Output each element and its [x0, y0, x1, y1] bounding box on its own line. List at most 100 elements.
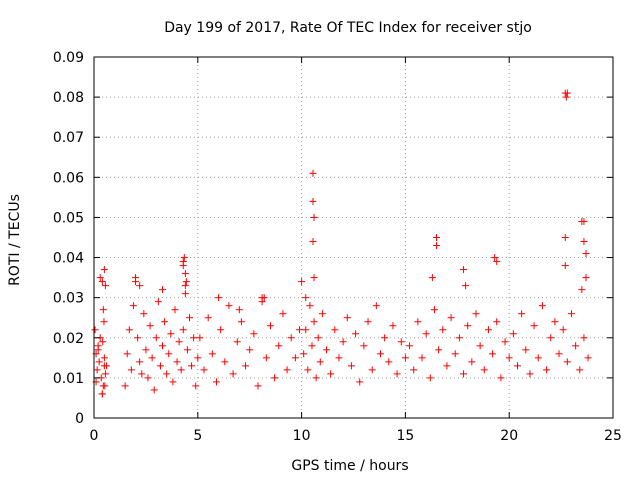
data-point: [561, 262, 569, 270]
data-point: [309, 197, 317, 205]
data-point: [283, 366, 291, 374]
grid-lines: [94, 57, 613, 418]
data-point: [309, 169, 317, 177]
data-point: [430, 306, 438, 314]
data-point: [169, 378, 177, 386]
data-point: [316, 358, 324, 366]
data-point: [132, 274, 140, 282]
data-point: [181, 282, 189, 290]
data-point: [136, 282, 144, 290]
data-point: [563, 358, 571, 366]
data-point: [154, 298, 162, 306]
data-point: [99, 306, 107, 314]
data-point: [393, 370, 401, 378]
data-point: [96, 274, 104, 282]
data-point: [580, 238, 588, 246]
y-tick-label: 0.07: [53, 130, 84, 146]
y-tick-label: 0.04: [53, 251, 84, 267]
data-point: [397, 338, 405, 346]
data-point: [578, 286, 586, 294]
data-point: [576, 366, 584, 374]
data-point: [372, 302, 380, 310]
data-point: [136, 358, 144, 366]
data-point: [491, 254, 499, 262]
data-point: [300, 350, 308, 358]
data-point: [468, 358, 476, 366]
data-point: [534, 354, 542, 362]
data-point: [314, 334, 322, 342]
data-point: [562, 93, 570, 101]
data-point: [567, 310, 575, 318]
data-point: [100, 266, 108, 274]
data-point: [217, 326, 225, 334]
data-point: [447, 314, 455, 322]
data-point: [129, 302, 137, 310]
data-point: [433, 234, 441, 241]
data-point: [258, 298, 266, 306]
data-point: [229, 370, 237, 378]
data-point: [196, 334, 204, 342]
data-point: [582, 250, 590, 258]
data-point: [460, 266, 468, 274]
data-point: [530, 322, 538, 330]
y-tick-label: 0.05: [53, 210, 84, 226]
data-point: [335, 354, 343, 362]
data-point: [262, 354, 270, 362]
data-point: [580, 334, 588, 342]
data-point: [296, 326, 304, 334]
data-point: [212, 378, 220, 386]
data-point: [100, 318, 108, 326]
data-point: [509, 330, 517, 338]
data-point: [472, 310, 480, 318]
data-points: [91, 89, 592, 398]
data-point: [246, 346, 254, 354]
data-point: [414, 318, 422, 326]
data-point: [275, 342, 283, 350]
data-point: [376, 350, 384, 358]
data-point: [287, 334, 295, 342]
data-point: [291, 354, 299, 362]
data-point: [331, 326, 339, 334]
data-point: [318, 310, 326, 318]
data-point: [208, 350, 216, 358]
y-tick-label: 0.03: [53, 291, 84, 307]
x-axis-label: GPS time / hours: [291, 458, 408, 474]
data-point: [339, 338, 347, 346]
data-point: [179, 326, 187, 334]
data-point: [308, 342, 316, 350]
data-point: [310, 318, 318, 326]
data-point: [580, 217, 588, 225]
data-point: [93, 366, 101, 374]
data-point: [462, 282, 470, 290]
data-point: [443, 362, 451, 370]
data-point: [200, 366, 208, 374]
data-point: [127, 366, 135, 374]
data-point: [518, 310, 526, 318]
data-point: [125, 326, 133, 334]
data-point: [181, 270, 189, 278]
data-point: [538, 302, 546, 310]
data-point: [514, 362, 522, 370]
data-point: [233, 338, 241, 346]
data-point: [455, 334, 463, 342]
data-point: [428, 274, 436, 282]
data-point: [582, 274, 590, 282]
data-point: [302, 326, 310, 334]
data-point: [163, 370, 171, 378]
data-point: [439, 326, 447, 334]
data-point: [101, 382, 109, 390]
data-point: [101, 282, 109, 290]
x-tick-label: 0: [90, 428, 99, 444]
data-point: [185, 314, 193, 322]
y-tick-label: 0.01: [53, 371, 84, 387]
data-point: [410, 366, 418, 374]
data-point: [435, 346, 443, 354]
y-tick-label: 0.08: [53, 90, 84, 106]
data-point: [95, 358, 103, 366]
x-tick-label: 5: [193, 428, 202, 444]
data-point: [142, 346, 150, 354]
data-point: [480, 366, 488, 374]
data-point: [356, 378, 364, 386]
y-tick-label: 0: [75, 411, 84, 427]
data-point: [343, 314, 351, 322]
